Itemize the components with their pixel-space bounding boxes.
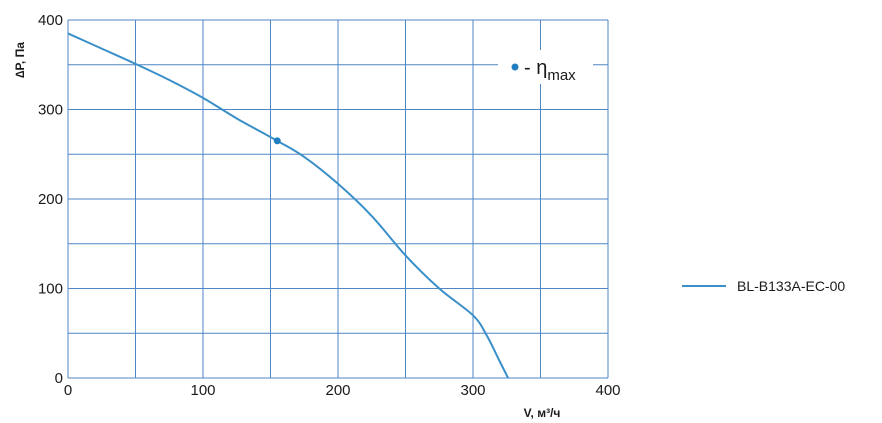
x-tick-label: 400 (595, 382, 620, 399)
x-tick-labels: 0 100 200 300 400 (64, 382, 621, 399)
y-tick-label: 300 (38, 102, 63, 119)
eta-prefix: - η (524, 57, 547, 79)
y-tick-label: 100 (38, 281, 63, 298)
eta-label: - ηmax (524, 57, 576, 84)
y-tick-label: 400 (38, 12, 63, 29)
y-tick-label: 200 (38, 191, 63, 208)
eta-annotation: - ηmax (498, 50, 593, 84)
eta-marker-icon (511, 63, 519, 71)
eta-max-point (273, 137, 281, 145)
series-group (67, 32, 509, 379)
grid (67, 19, 609, 379)
legend: BL-B133A-EC-00 (682, 278, 845, 294)
series-line (67, 32, 509, 379)
eta-subscript: max (547, 67, 576, 84)
legend-label: BL-B133A-EC-00 (737, 278, 845, 294)
y-axis-label: ∆P, Па (13, 42, 27, 78)
x-tick-label: 0 (64, 382, 72, 399)
x-tick-label: 100 (190, 382, 215, 399)
x-tick-label: 200 (325, 382, 350, 399)
y-tick-labels: 0 100 200 300 400 (38, 12, 63, 387)
y-tick-label: 0 (55, 370, 63, 387)
x-tick-label: 300 (460, 382, 485, 399)
x-axis-label: V, м³/ч (524, 406, 561, 420)
